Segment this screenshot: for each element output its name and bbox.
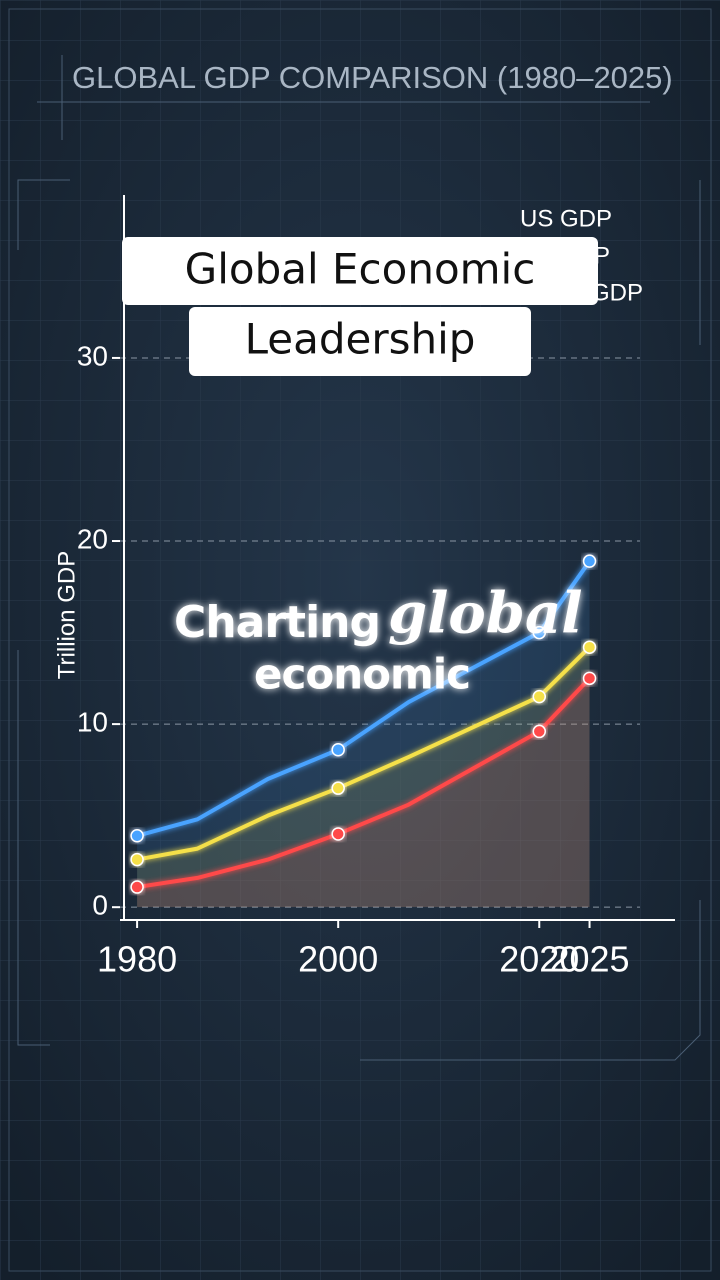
decor-brackets [17, 179, 701, 1061]
headline-text: Charting [174, 597, 380, 648]
y-tick-label: 20 [77, 523, 108, 554]
x-tick-label: 1980 [97, 939, 177, 980]
data-point [130, 852, 144, 867]
caption-line: Global Economic [185, 245, 536, 294]
data-point [331, 742, 345, 757]
legend-label: US GDP [520, 205, 612, 232]
x-tick-label: 2020 [499, 939, 579, 980]
data-point [532, 625, 547, 640]
data-point [582, 554, 597, 568]
headline-text: global [388, 581, 583, 647]
caption-box [122, 237, 598, 305]
legend-label: GDP [591, 279, 643, 306]
overlay: Global Economic Leadership Charting glob… [122, 237, 598, 699]
series-area [137, 678, 590, 908]
caption-box [189, 307, 531, 376]
headline-text: economic [254, 650, 470, 699]
data-point [331, 781, 345, 795]
x-tick-label: 2000 [298, 939, 378, 980]
data-point [331, 827, 345, 841]
frame [8, 8, 712, 1272]
data-point [130, 829, 144, 843]
y-tick-label: 10 [77, 706, 108, 737]
data-point [582, 640, 597, 654]
y-tick-label: 30 [77, 340, 108, 371]
caption-line: Leadership [245, 315, 476, 364]
data-point [130, 880, 144, 894]
data-point [532, 724, 547, 739]
chart-title: GLOBAL GDP COMPARISON (1980–2025) [72, 60, 673, 95]
y-tick-label: 0 [92, 890, 108, 921]
data-point [532, 689, 547, 704]
y-axis-label: Trillion GDP [53, 551, 80, 679]
data-point [582, 671, 597, 686]
x-tick-label: 2025 [549, 939, 629, 980]
